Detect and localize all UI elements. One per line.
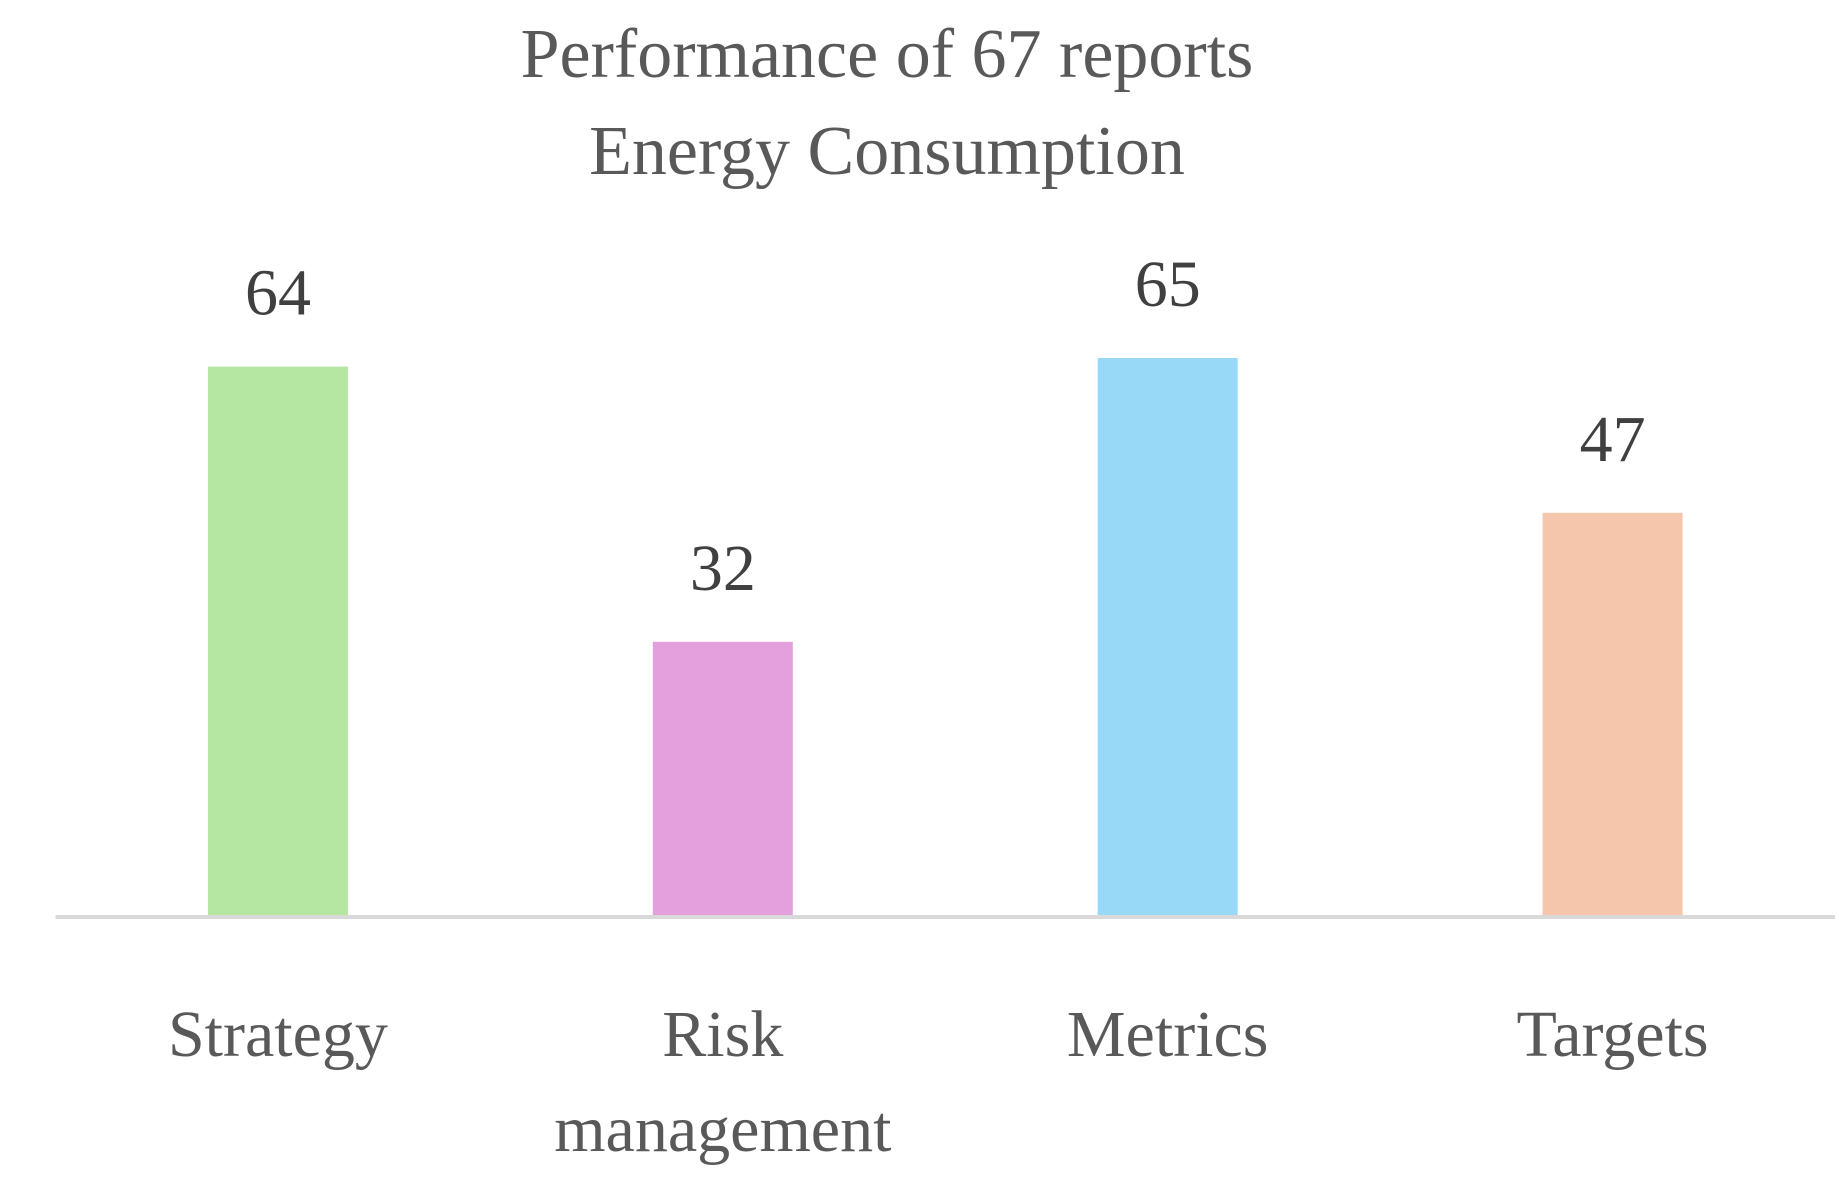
x-tick-label: Metrics	[1066, 998, 1269, 1071]
chart-title: Performance of 67 reports	[521, 16, 1254, 93]
x-tick-label: Strategy	[167, 998, 388, 1071]
chart-subtitle: Energy Consumption	[589, 113, 1185, 190]
bar	[1097, 358, 1238, 917]
value-label: 32	[690, 532, 756, 605]
bar	[207, 366, 348, 918]
x-tick-label: Risk management	[554, 998, 892, 1166]
value-label: 65	[1135, 248, 1201, 321]
bar	[1542, 512, 1683, 917]
bar	[652, 641, 793, 917]
value-label: 64	[245, 257, 311, 330]
value-label: 47	[1580, 403, 1646, 476]
x-tick-label: Targets	[1516, 998, 1709, 1071]
